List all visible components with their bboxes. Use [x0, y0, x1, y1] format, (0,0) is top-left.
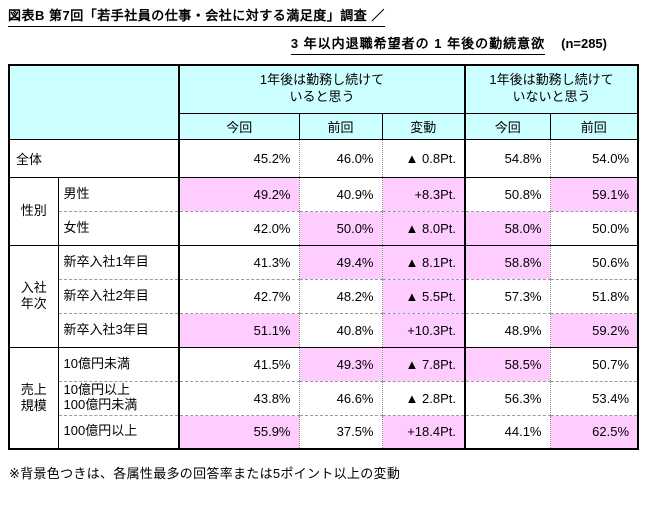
cell-year1-current1: 41.3% [178, 244, 299, 279]
cell-sales-small-previous2: 50.7% [549, 346, 639, 381]
header-col-current-1: 今回 [178, 112, 300, 140]
header-col-previous-2: 前回 [549, 112, 639, 140]
cell-sales-large-current1: 55.9% [178, 414, 299, 449]
cell-sales-large-previous2: 62.5% [549, 414, 639, 449]
cell-male-current1: 49.2% [178, 176, 299, 211]
table-row-year2: 新卒入社2年目 42.7% 48.2% ▲ 5.5Pt. 57.3% 51.8% [9, 278, 639, 313]
survey-results-table: 1年後は勤務し続けて いると思う 1年後は勤務し続けて いないと思う 今回 前回… [8, 64, 640, 450]
cell-female-previous1: 50.0% [298, 210, 382, 245]
header-sub-row: 今回 前回 変動 今回 前回 [9, 112, 639, 140]
cell-sales-mid-change: ▲ 2.8Pt. [381, 380, 465, 415]
title-row: 図表B 第7回「若手社員の仕事・会社に対する満足度」調査 ／ [8, 5, 637, 27]
header-group-row: 1年後は勤務し続けて いると思う 1年後は勤務し続けて いないと思う [8, 64, 639, 140]
row-group-hire-year: 入社 年次 [9, 244, 59, 347]
cell-male-previous2: 59.1% [549, 176, 639, 211]
table-row-sales-large: 100億円以上 55.9% 37.5% +18.4Pt. 44.1% 62.5% [9, 414, 639, 449]
row-label-female: 女性 [58, 210, 179, 245]
cell-year2-previous2: 51.8% [549, 278, 639, 313]
cell-male-previous1: 40.9% [298, 176, 382, 211]
header-corner-cell [8, 64, 180, 140]
figure-title: 図表B 第7回「若手社員の仕事・会社に対する満足度」調査 ／ [8, 5, 385, 27]
cell-year1-previous1: 49.4% [298, 244, 382, 279]
header-group-not-continue: 1年後は勤務し続けて いないと思う [463, 64, 639, 114]
cell-year1-change: ▲ 8.1Pt. [381, 244, 465, 279]
cell-sales-large-current2: 44.1% [464, 414, 550, 449]
cell-sales-small-current2: 58.5% [464, 346, 550, 381]
row-label-sales-large: 100億円以上 [58, 414, 179, 449]
row-label-male: 男性 [58, 176, 179, 211]
subtitle-row: 3 年以内退職希望者の 1 年後の勤続意欲 (n=285) [8, 33, 637, 55]
row-group-sales-scale: 売上 規模 [9, 346, 59, 449]
cell-year3-previous1: 40.8% [298, 312, 382, 347]
sample-size: (n=285) [561, 36, 607, 51]
table-row-year3: 新卒入社3年目 51.1% 40.8% +10.3Pt. 48.9% 59.2% [9, 312, 639, 347]
cell-sales-small-current1: 41.5% [178, 346, 299, 381]
cell-sales-large-change: +18.4Pt. [381, 414, 465, 449]
cell-year3-change: +10.3Pt. [381, 312, 465, 347]
figure-subtitle: 3 年以内退職希望者の 1 年後の勤続意欲 [290, 33, 546, 55]
row-label-sales-small: 10億円未満 [58, 346, 179, 381]
table-row-total: 全体 45.2% 46.0% ▲ 0.8Pt. 54.8% 54.0% [9, 138, 639, 177]
table-row-female: 女性 42.0% 50.0% ▲ 8.0Pt. 58.0% 50.0% [9, 210, 639, 245]
header-col-previous-1: 前回 [298, 112, 383, 140]
cell-sales-mid-current1: 43.8% [178, 380, 299, 415]
cell-female-change: ▲ 8.0Pt. [381, 210, 465, 245]
cell-male-current2: 50.8% [464, 176, 550, 211]
cell-female-current2: 58.0% [464, 210, 550, 245]
cell-year2-previous1: 48.2% [298, 278, 382, 313]
header-col-change: 変動 [381, 112, 466, 140]
cell-sales-small-previous1: 49.3% [298, 346, 382, 381]
cell-total-current1: 45.2% [178, 138, 299, 177]
row-group-gender: 性別 [9, 176, 59, 245]
cell-year2-current1: 42.7% [178, 278, 299, 313]
footnote: ※背景色つきは、各属性最多の回答率または5ポイント以上の変動 [9, 466, 401, 481]
row-label-year2: 新卒入社2年目 [58, 278, 179, 313]
cell-female-current1: 42.0% [178, 210, 299, 245]
cell-year2-current2: 57.3% [464, 278, 550, 313]
cell-female-previous2: 50.0% [549, 210, 639, 245]
table-row-sales-small: 売上 規模 10億円未満 41.5% 49.3% ▲ 7.8Pt. 58.5% … [9, 346, 639, 449]
cell-year2-change: ▲ 5.5Pt. [381, 278, 465, 313]
row-label-year3: 新卒入社3年目 [58, 312, 179, 347]
header-group-continue: 1年後は勤務し続けて いると思う [178, 64, 466, 114]
cell-year3-current1: 51.1% [178, 312, 299, 347]
cell-total-change: ▲ 0.8Pt. [381, 138, 465, 177]
cell-year1-previous2: 50.6% [549, 244, 639, 279]
header-col-current-2: 今回 [464, 112, 551, 140]
row-label-sales-mid: 10億円以上 100億円未満 [58, 380, 179, 415]
cell-year1-current2: 58.8% [464, 244, 550, 279]
cell-sales-mid-current2: 56.3% [464, 380, 550, 415]
row-label-total: 全体 [9, 138, 179, 177]
cell-year3-current2: 48.9% [464, 312, 550, 347]
table-row-year1: 入社 年次 新卒入社1年目 41.3% 49.4% ▲ 8.1Pt. 58.8%… [9, 244, 639, 347]
cell-total-previous2: 54.0% [549, 138, 639, 177]
cell-male-change: +8.3Pt. [381, 176, 465, 211]
table-row-sales-mid: 10億円以上 100億円未満 43.8% 46.6% ▲ 2.8Pt. 56.3… [9, 380, 639, 415]
cell-total-previous1: 46.0% [298, 138, 382, 177]
cell-year3-previous2: 59.2% [549, 312, 639, 347]
cell-sales-mid-previous1: 46.6% [298, 380, 382, 415]
cell-sales-small-change: ▲ 7.8Pt. [381, 346, 465, 381]
table-row-male: 性別 男性 49.2% 40.9% +8.3Pt. 50.8% 59.1% [9, 176, 639, 245]
row-label-year1: 新卒入社1年目 [58, 244, 179, 279]
cell-sales-large-previous1: 37.5% [298, 414, 382, 449]
cell-sales-mid-previous2: 53.4% [549, 380, 639, 415]
cell-total-current2: 54.8% [464, 138, 550, 177]
